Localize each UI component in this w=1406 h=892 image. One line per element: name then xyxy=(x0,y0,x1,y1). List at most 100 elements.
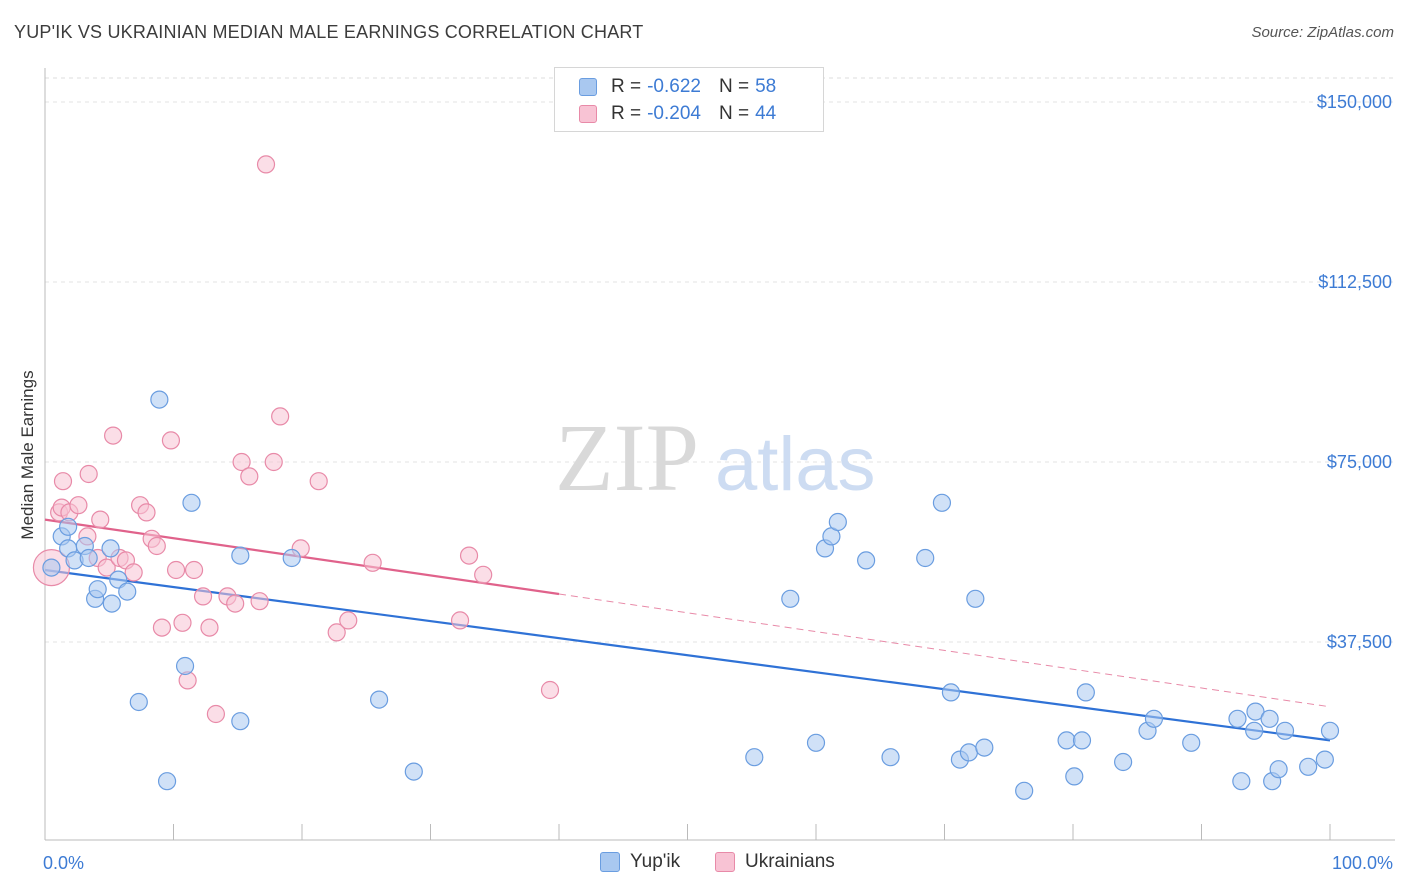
point-yupik xyxy=(282,548,301,568)
watermark-zip: ZIP xyxy=(555,404,699,511)
point-yupik xyxy=(828,512,847,532)
point-yupik xyxy=(88,580,107,599)
legend-r-value: -0.622 xyxy=(647,76,701,97)
y-tick-label: $37,500 xyxy=(1327,632,1392,652)
point-ukrainians xyxy=(474,565,493,584)
y-tick-label: $112,500 xyxy=(1318,272,1392,292)
watermark-atlas: atlas xyxy=(715,422,876,507)
x-tick-label: 100.0% xyxy=(1332,853,1393,873)
point-yupik xyxy=(101,539,120,558)
point-yupik xyxy=(881,748,900,767)
point-ukrainians xyxy=(232,452,251,472)
point-ukrainians xyxy=(250,592,269,611)
point-ukrainians xyxy=(200,618,219,637)
point-yupik xyxy=(1246,702,1265,721)
point-ukrainians xyxy=(540,680,560,700)
y-axis-label: Median Male Earnings xyxy=(18,370,37,539)
point-yupik xyxy=(102,594,121,613)
point-ukrainians xyxy=(91,510,110,529)
point-yupik xyxy=(1072,731,1092,750)
legend-r-label: R = xyxy=(611,103,642,124)
point-ukrainians xyxy=(124,563,143,582)
point-yupik xyxy=(129,692,148,712)
point-yupik xyxy=(1065,767,1084,786)
point-yupik xyxy=(1232,772,1251,791)
point-yupik xyxy=(781,589,800,608)
bottom-legend-yupik: Yup'ik xyxy=(600,851,680,873)
bottom-legend-swatch-ukrainians xyxy=(715,852,735,872)
point-ukrainians xyxy=(79,464,98,484)
point-yupik xyxy=(59,517,78,536)
point-yupik xyxy=(1144,709,1164,728)
point-ukrainians xyxy=(363,553,382,572)
point-yupik xyxy=(1228,709,1247,728)
legend-n-label: N = xyxy=(718,76,750,97)
point-ukrainians xyxy=(264,452,283,472)
point-ukrainians xyxy=(271,407,290,426)
source-label: Source: ZipAtlas.com xyxy=(1251,24,1394,41)
point-yupik xyxy=(932,493,952,512)
legend-swatch-ukrainians xyxy=(579,105,597,123)
point-ukrainians xyxy=(309,472,328,491)
legend-r-label: R = xyxy=(611,76,642,97)
point-yupik xyxy=(175,656,195,676)
point-ukrainians xyxy=(240,467,259,486)
x-tick-label: 0.0% xyxy=(43,853,84,873)
point-yupik xyxy=(1275,721,1295,740)
bottom-legend-swatch-yupik xyxy=(600,852,620,872)
legend-n-value: 44 xyxy=(755,103,777,124)
point-ukrainians xyxy=(137,503,156,522)
point-ukrainians xyxy=(147,536,166,556)
legend-r-value: -0.204 xyxy=(647,103,701,124)
point-yupik xyxy=(1076,683,1095,702)
point-yupik xyxy=(1245,721,1264,740)
bottom-legend-label-yupik: Yup'ik xyxy=(630,851,681,872)
legend-swatch-yupik xyxy=(579,78,597,96)
point-ukrainians xyxy=(184,560,204,580)
trend-line-dashed xyxy=(558,593,1331,708)
point-yupik xyxy=(941,683,961,702)
point-yupik xyxy=(916,548,935,568)
point-ukrainians xyxy=(104,426,123,445)
point-yupik xyxy=(182,493,201,512)
point-yupik xyxy=(1299,757,1318,776)
point-ukrainians xyxy=(339,611,358,630)
legend-row-ukrainians: R = -0.204 N = 44 xyxy=(579,101,794,127)
point-yupik xyxy=(370,690,389,709)
point-yupik xyxy=(1269,760,1288,779)
point-ukrainians xyxy=(161,431,181,450)
point-yupik xyxy=(745,748,764,767)
point-yupik xyxy=(1320,721,1340,740)
legend-n-value: 58 xyxy=(755,76,777,97)
point-ukrainians xyxy=(226,594,245,613)
point-ukrainians xyxy=(152,618,172,637)
point-yupik xyxy=(231,712,250,731)
chart-title: YUP'IK VS UKRAINIAN MEDIAN MALE EARNINGS… xyxy=(14,22,644,42)
legend-row-yupik: R = -0.622 N = 58 xyxy=(579,74,794,100)
point-yupik xyxy=(79,548,98,568)
tick-labels: $37,500 $75,000 $112,500 $150,000 0.0% 100.0% xyxy=(43,92,1393,873)
point-yupik xyxy=(966,589,985,608)
point-ukrainians xyxy=(193,587,213,606)
point-ukrainians xyxy=(450,611,470,630)
legend-n-label: N = xyxy=(718,103,750,124)
point-yupik xyxy=(1315,750,1334,769)
point-yupik xyxy=(1015,781,1034,800)
point-yupik xyxy=(1260,709,1279,728)
point-yupik xyxy=(959,743,979,762)
point-yupik xyxy=(404,762,423,781)
point-yupik xyxy=(150,390,169,409)
point-yupik xyxy=(1057,731,1076,750)
bottom-legend-ukrainians: Ukrainians xyxy=(715,851,835,873)
point-yupik xyxy=(975,738,994,757)
point-yupik xyxy=(231,546,250,565)
point-ukrainians xyxy=(173,613,192,632)
watermark: ZIP atlas xyxy=(555,404,876,511)
point-ukrainians xyxy=(53,472,73,491)
axes xyxy=(44,68,1395,841)
point-ukrainians xyxy=(69,496,88,515)
point-yupik xyxy=(1182,733,1201,752)
point-yupik xyxy=(118,582,137,601)
y-tick-label: $75,000 xyxy=(1327,452,1392,472)
y-tick-label: $150,000 xyxy=(1317,92,1392,112)
